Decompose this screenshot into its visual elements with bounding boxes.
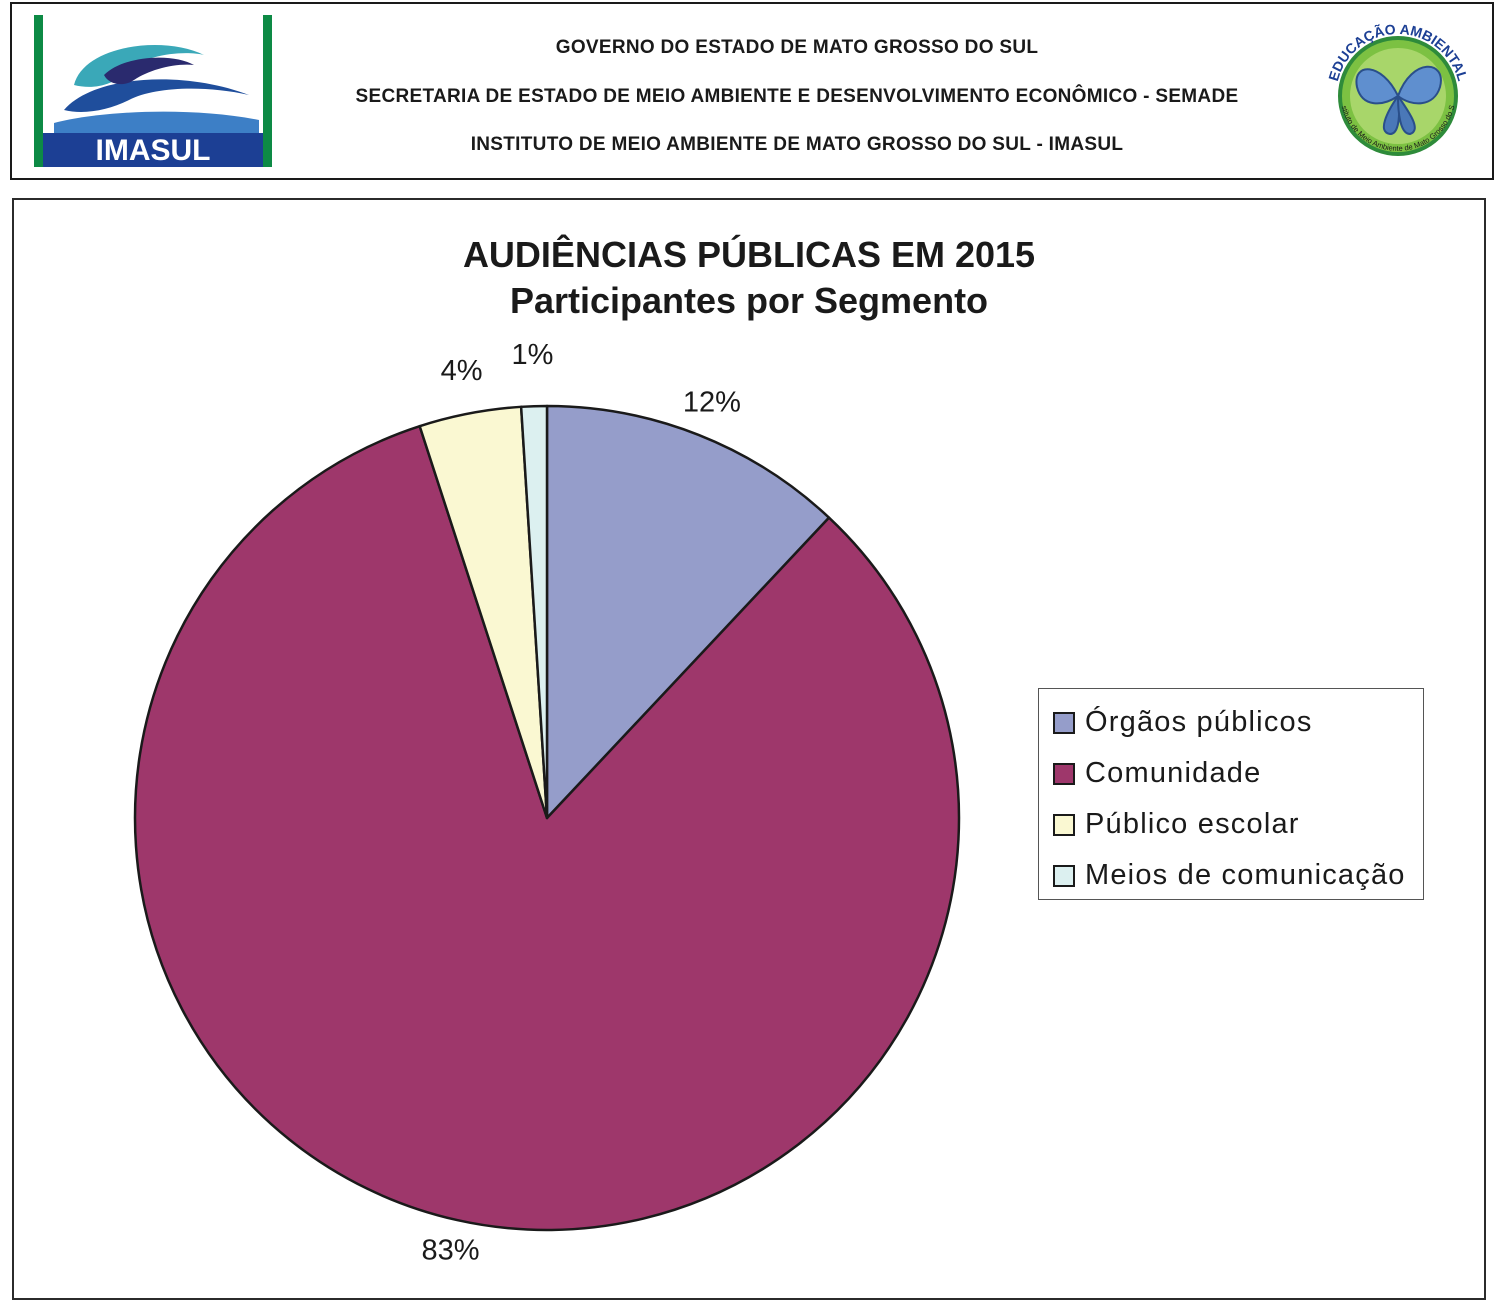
legend-label-comunidade: Comunidade: [1085, 757, 1262, 789]
header-banner: IMASUL GOVERNO DO ESTADO DE MATO GROSSO …: [10, 2, 1494, 180]
pie-slice-meios-de-comunicacao: [519, 404, 549, 820]
legend-item-publico-escolar: Público escolar: [1039, 799, 1423, 850]
legend-item-comunidade: Comunidade: [1039, 748, 1423, 799]
chart-title: AUDIÊNCIAS PÚBLICAS EM 2015: [462, 234, 1036, 275]
pie-slice-orgaos-publicos: [545, 404, 831, 820]
imasul-logo-text: IMASUL: [96, 134, 211, 167]
data-label-comunidade: 83%: [422, 1234, 480, 1266]
legend-swatch-publico-escolar: [1053, 813, 1075, 836]
chart-frame: AUDIÊNCIAS PÚBLICAS EM 2015 Participante…: [12, 198, 1486, 1300]
legend-label-meios-de-comunicacao: Meios de comunicação: [1085, 859, 1406, 891]
legend-swatch-comunidade: [1053, 762, 1075, 785]
header-line-secretariat: SECRETARIA DE ESTADO DE MEIO AMBIENTE E …: [355, 86, 1239, 107]
imasul-logo: IMASUL: [34, 15, 272, 167]
legend-swatch-orgaos-publicos: [1053, 711, 1075, 734]
educacao-ambiental-logo: EDUCAÇÃO AMBIENTAL Instituto de Meio Amb…: [1312, 12, 1478, 176]
chart-legend: Órgãos públicos Comunidade Público escol…: [1038, 688, 1424, 900]
data-label-meios-de-comunicacao: 1%: [511, 339, 553, 371]
data-label-orgaos-publicos: 12%: [683, 386, 741, 418]
legend-label-publico-escolar: Público escolar: [1085, 808, 1300, 840]
legend-swatch-meios-de-comunicacao: [1053, 864, 1075, 887]
header-line-government: GOVERNO DO ESTADO DE MATO GROSSO DO SUL: [555, 37, 1039, 58]
data-label-publico-escolar: 4%: [441, 355, 483, 387]
pie-slice-comunidade: [133, 424, 961, 1232]
chart-subtitle: Participantes por Segmento: [509, 280, 989, 321]
legend-item-orgaos-publicos: Órgãos públicos: [1039, 697, 1423, 748]
legend-label-orgaos-publicos: Órgãos públicos: [1085, 706, 1313, 738]
header-line-institute: INSTITUTO DE MEIO AMBIENTE DE MATO GROSS…: [470, 134, 1124, 155]
pie-chart: 12% 83% 4% 1%: [133, 339, 961, 1266]
legend-item-meios-de-comunicacao: Meios de comunicação: [1039, 850, 1423, 901]
